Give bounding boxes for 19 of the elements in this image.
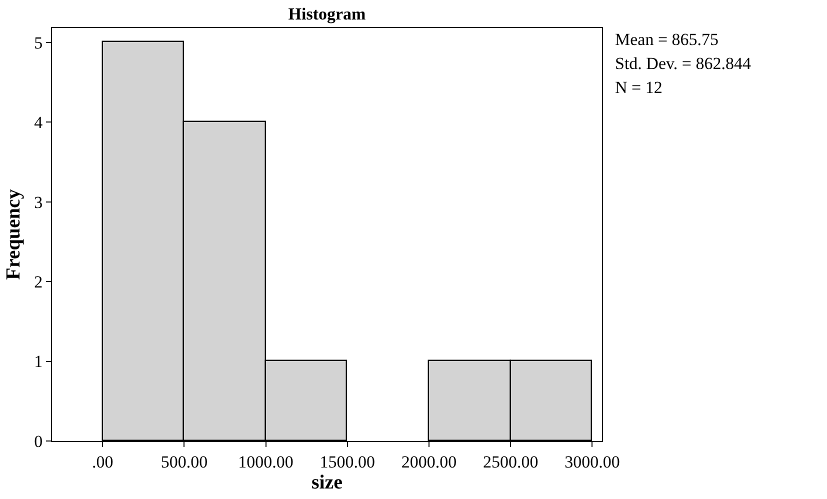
y-tick-label: 2: [34, 272, 43, 292]
x-tick-label: 500.00: [160, 452, 208, 472]
x-axis-title: size: [311, 471, 343, 494]
y-tick-label: 5: [34, 33, 43, 52]
y-tick-label: 3: [34, 192, 43, 212]
x-tick-label: 3000.00: [564, 452, 620, 472]
chart-title: Histogram: [288, 4, 366, 24]
x-tick-label: 2000.00: [401, 452, 457, 472]
y-tick-label: 0: [34, 432, 43, 451]
y-tick-label: 1: [34, 352, 43, 372]
text: Std. Dev. = 862.844: [615, 54, 752, 73]
y-axis-title: Frequency: [2, 189, 25, 280]
x-tick-label: .00: [92, 452, 114, 472]
x-tick-label: 2500.00: [482, 452, 538, 472]
text: Mean = 865.75: [615, 30, 719, 49]
x-tick-label: 1000.00: [238, 452, 294, 472]
x-tick-label: 1500.00: [320, 452, 376, 472]
text: N = 12: [615, 78, 662, 97]
y-tick-label: 4: [34, 113, 44, 132]
